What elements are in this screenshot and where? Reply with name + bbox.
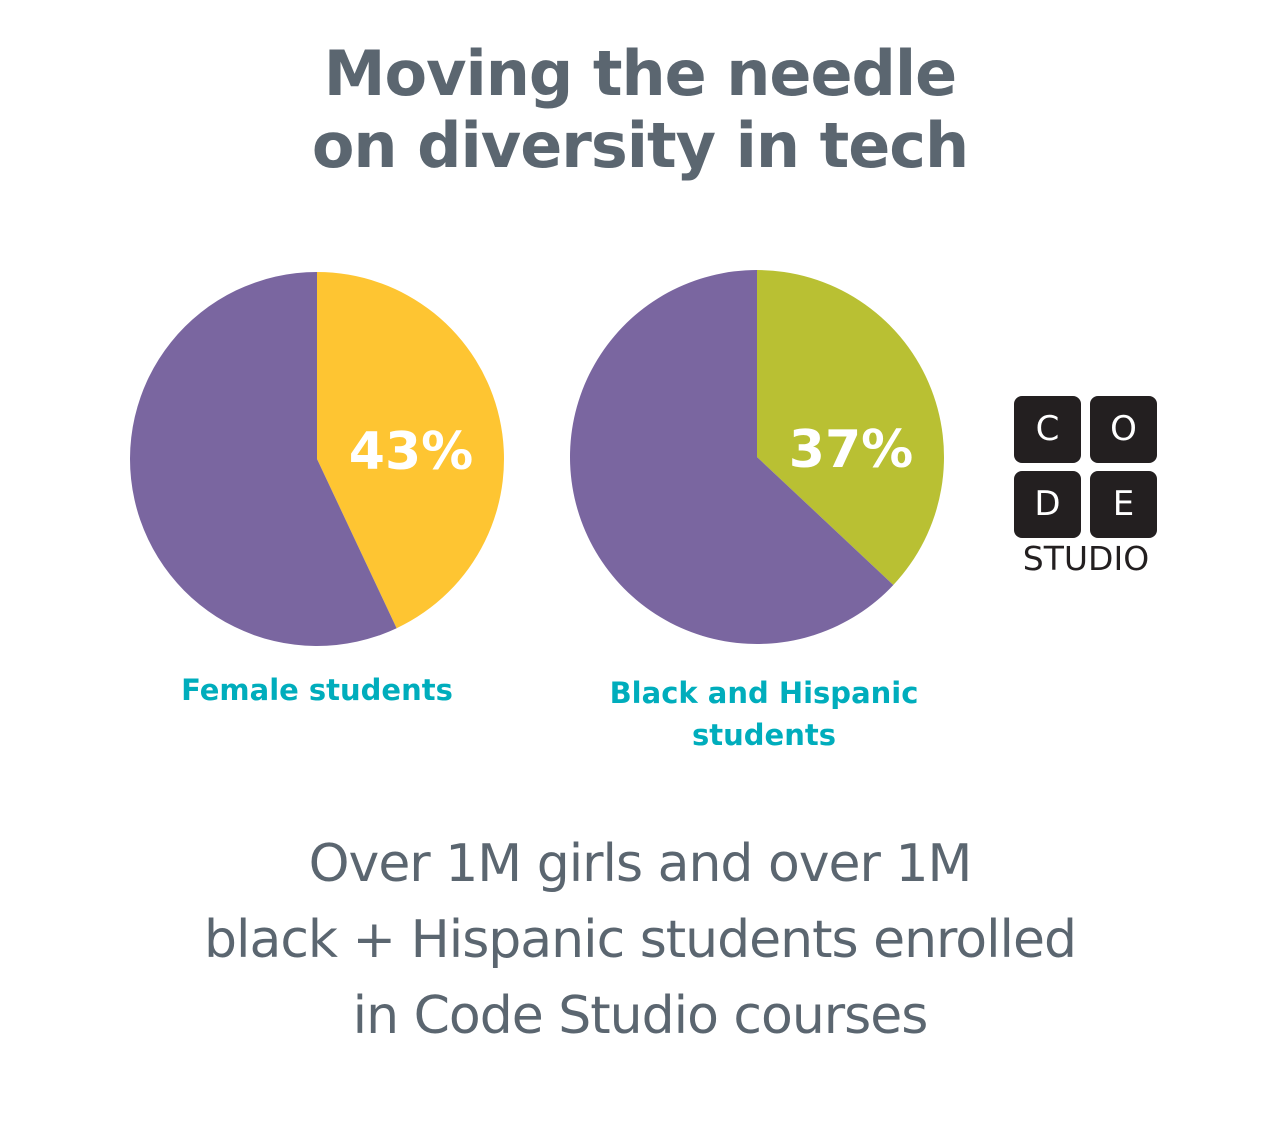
pie-female-students: 43%	[129, 272, 504, 646]
pie-slice-1	[129, 272, 397, 646]
pie-slice-1	[570, 270, 894, 644]
pie-data-label: 37%	[789, 420, 913, 480]
logo-wordmark: STUDIO	[1022, 539, 1150, 578]
pie-slice-0	[757, 270, 945, 586]
footer-line-2: black + Hispanic students enrolled	[204, 910, 1077, 970]
logo-tile-c: C	[1014, 396, 1081, 463]
pie-label-female: Female students	[181, 673, 453, 707]
footer-text: Over 1M girls and over 1M black + Hispan…	[0, 826, 1280, 1054]
label-line-1: Black and Hispanic	[609, 676, 919, 710]
page-title: Moving the needle on diversity in tech	[0, 38, 1280, 182]
footer-line-3: in Code Studio courses	[352, 986, 929, 1046]
title-line-2: on diversity in tech	[311, 109, 969, 182]
pie-slice-0	[317, 272, 504, 629]
pie-data-label: 43%	[349, 422, 473, 482]
logo-tile-o: O	[1090, 396, 1157, 463]
pie-label-black-hispanic: Black and Hispanic students	[564, 672, 964, 756]
label-line-2: students	[692, 718, 836, 752]
logo-tile-d: D	[1014, 471, 1081, 538]
footer-line-1: Over 1M girls and over 1M	[308, 834, 973, 894]
logo-tile-e: E	[1090, 471, 1157, 538]
title-line-1: Moving the needle	[323, 37, 957, 110]
pie-black-hispanic-students: 37%	[570, 270, 945, 644]
